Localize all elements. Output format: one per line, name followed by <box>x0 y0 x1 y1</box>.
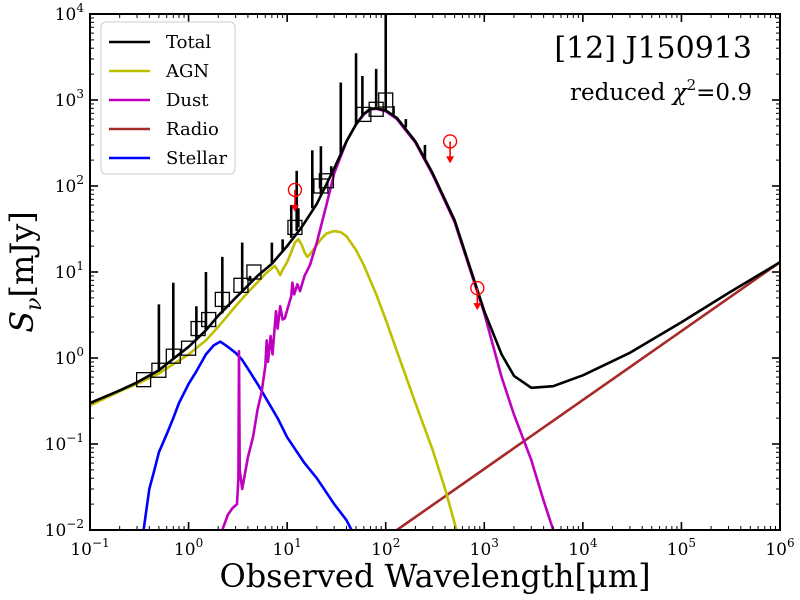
y-tick-label: 10−1 <box>45 431 84 455</box>
photometry-point <box>214 291 230 308</box>
y-tick-label: 100 <box>55 345 84 369</box>
series-line-radio <box>396 261 780 530</box>
y-axis-label: Sν[mJy] <box>3 211 47 333</box>
legend-item-dust: Dust <box>109 90 209 111</box>
x-tick-label: 105 <box>667 536 696 560</box>
y-tick-label: 103 <box>55 87 84 111</box>
photometry-point <box>287 219 303 236</box>
legend-item-agn: AGN <box>109 61 209 82</box>
legend-label: Total <box>166 32 211 53</box>
upper-limit-marker <box>287 182 303 212</box>
photometry-point <box>165 348 181 364</box>
photometry-point <box>135 372 152 388</box>
legend-label: Stellar <box>166 148 227 169</box>
photometry-point <box>246 264 262 280</box>
chart-title: [12] J150913 <box>554 31 752 66</box>
upper-limit-arrow-head <box>473 303 482 311</box>
legend-item-stellar: Stellar <box>109 148 227 169</box>
legend-label: AGN <box>165 61 209 82</box>
legend-label: Dust <box>166 90 209 111</box>
photometry-point <box>356 106 372 123</box>
upper-limit-arrow-head <box>290 204 299 212</box>
x-tick-label: 103 <box>470 536 499 560</box>
photometry-point <box>378 92 394 108</box>
photometry-point <box>190 320 206 337</box>
photometry-point <box>180 340 197 356</box>
x-axis-label: Observed Wavelength[μm] <box>219 557 650 595</box>
y-tick-label: 101 <box>55 259 84 283</box>
series-line-stellar <box>142 340 353 530</box>
upper-limit-arrow-head <box>446 156 455 164</box>
photometry-point <box>233 277 249 293</box>
legend: Total AGN Dust Radio Stellar <box>100 21 236 175</box>
upper-limit-marker <box>470 280 485 311</box>
x-tick-label: 102 <box>371 536 400 560</box>
chi-square-annotation: reduced χ2=0.9 <box>570 76 752 106</box>
photometry-point <box>201 311 217 328</box>
series-line-agn <box>90 229 458 530</box>
photometry-point <box>151 362 167 378</box>
x-tick-label: 106 <box>765 536 794 560</box>
photometry-point <box>368 101 384 117</box>
x-tick-label: 101 <box>273 536 302 560</box>
x-tick-label: 104 <box>568 536 598 560</box>
y-tick-label: 104 <box>55 1 85 25</box>
legend-item-total: Total <box>109 32 211 53</box>
photometry-point <box>313 178 329 194</box>
y-tick-label: 10−2 <box>45 517 84 541</box>
upper-limit-marker <box>442 134 458 164</box>
plot-frame <box>89 13 781 531</box>
photometry-point <box>318 173 335 189</box>
legend-label: Radio <box>166 119 219 140</box>
x-tick-label: 100 <box>174 536 203 560</box>
legend-item-radio: Radio <box>109 119 219 140</box>
y-tick-label: 102 <box>55 173 84 197</box>
x-tick-label: 10−1 <box>70 536 109 560</box>
markers-group <box>135 92 485 388</box>
legend-box <box>100 21 236 175</box>
series-group <box>90 14 780 530</box>
